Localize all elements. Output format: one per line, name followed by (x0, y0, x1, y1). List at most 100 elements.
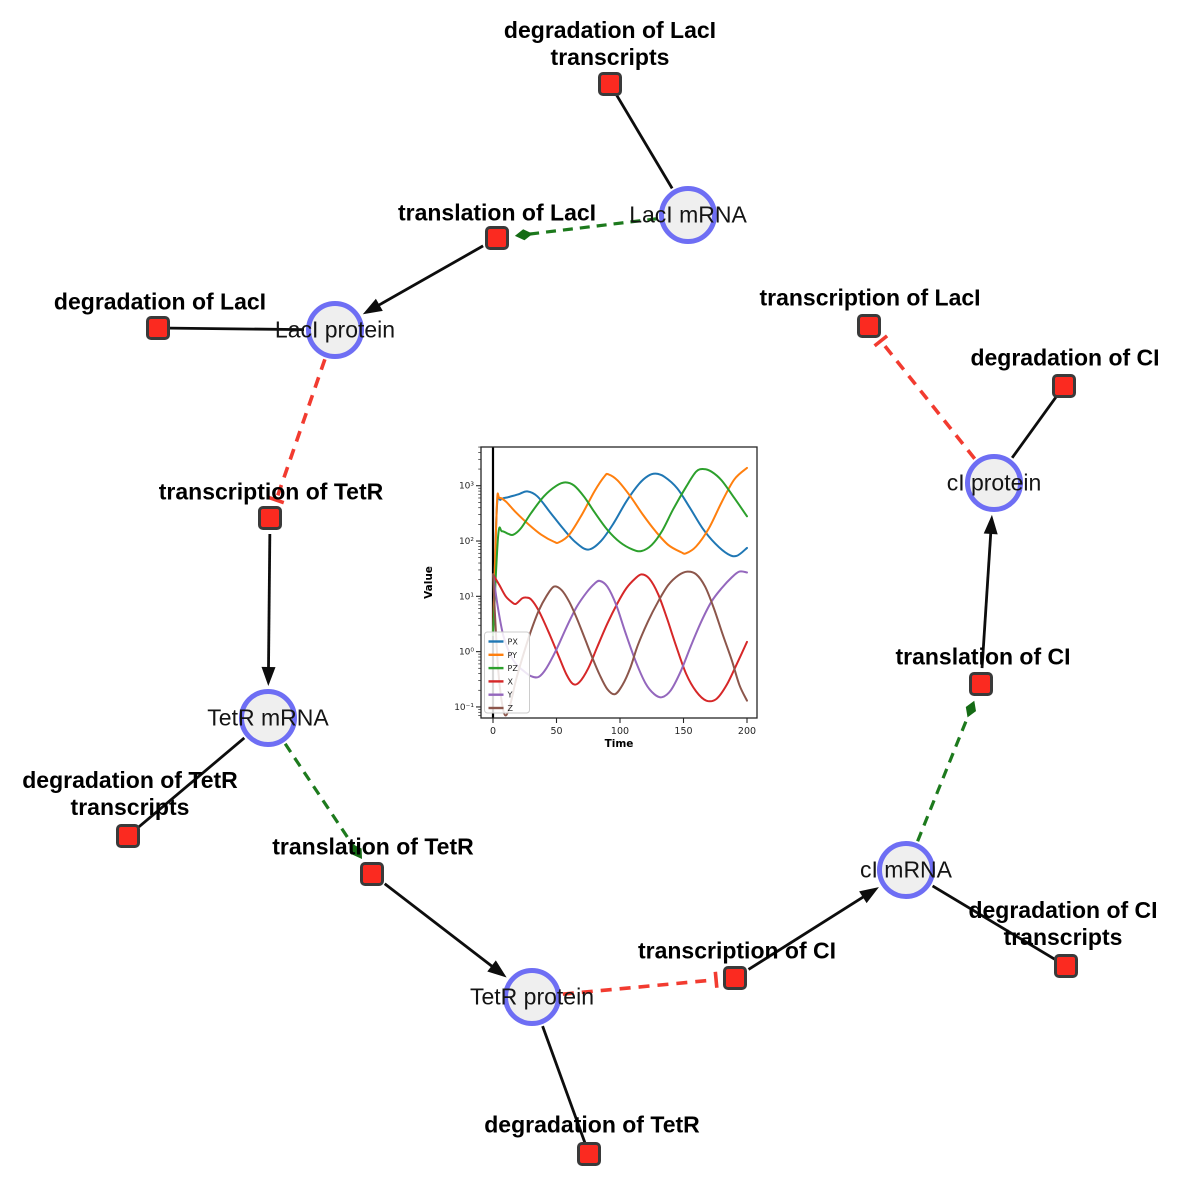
reactant-edge-line (136, 736, 246, 830)
reaction-label-deg-tetr: degradation of TetR (484, 1112, 700, 1139)
species-node-ci-protein (965, 454, 1023, 512)
reaction-node-deg-tetr (577, 1142, 601, 1166)
edge-ci-protein-to-deg-ci (1011, 394, 1059, 459)
edge-tetr-mrna-to-translation-tetr (283, 742, 363, 860)
product-edge-line (747, 893, 868, 971)
reaction-node-deg-laci-transcripts (598, 72, 622, 96)
reaction-label-line: transcripts (70, 794, 190, 820)
edge-tetr-protein-to-deg-tetr (541, 1025, 587, 1144)
reaction-label-transcription-tetr: transcription of TetR (159, 479, 383, 506)
legend-entry-PZ: PZ (508, 664, 519, 673)
inhibition-tee-icon (713, 971, 719, 988)
legend-entry-Y: Y (507, 691, 513, 700)
y-axis-label: Value (423, 566, 435, 599)
reaction-label-line: transcription of TetR (158, 478, 384, 505)
y-tick-label: 10¹ (459, 592, 474, 602)
inhibition-tee-icon (268, 495, 285, 505)
modifier-edge-line (528, 217, 658, 236)
edge-ci-protein-to-transcription-laci (873, 334, 977, 460)
product-edge-line (980, 529, 993, 669)
reaction-label-line: degradation of TetR (484, 1111, 700, 1138)
species-label-ci-mrna: cI mRNA (860, 856, 952, 883)
species-node-ci-mrna (877, 841, 935, 899)
reaction-label-deg-tetr-transcripts: degradation of TetR transcripts (22, 767, 238, 821)
legend-entry-PX: PX (508, 638, 519, 647)
reaction-node-deg-laci (146, 316, 170, 340)
edge-laci-mrna-to-deg-laci-transcripts (614, 93, 674, 190)
reaction-label-line: translation of TetR (272, 833, 474, 860)
modifier-arrowhead-icon (965, 700, 977, 718)
reaction-label-translation-tetr: translation of TetR (272, 834, 473, 861)
reaction-label-line: degradation of LacI (503, 17, 717, 43)
edge-transcription-tetr-to-tetr-mrna (261, 533, 276, 687)
species-label-laci-protein: LacI protein (274, 316, 396, 343)
reaction-node-translation-tetr (360, 862, 384, 886)
reaction-node-deg-ci-transcripts (1054, 954, 1078, 978)
reaction-label-transcription-ci: transcription of CI (638, 938, 836, 965)
inhibition-edge-line (562, 978, 713, 996)
reaction-label-line: degradation of TetR (22, 767, 238, 793)
reaction-label-deg-laci: degradation of LacI (54, 289, 266, 316)
legend-entry-Z: Z (508, 704, 514, 713)
reactant-edge-line (931, 884, 1057, 962)
reaction-label-translation-laci: translation of LacI (398, 200, 596, 227)
reaction-label-line: transcription of CI (637, 937, 837, 964)
arrowhead-icon (859, 887, 879, 904)
edge-tetr-protein-to-transcription-ci (562, 971, 719, 996)
reaction-label-line: translation of LacI (397, 199, 597, 226)
chart-legend: PX PY PZ XYZ (484, 631, 530, 714)
reaction-label-deg-ci-transcripts: degradation of CI transcripts (968, 897, 1157, 951)
modifier-arrowhead-icon (352, 844, 363, 860)
x-tick-label: 150 (674, 726, 692, 737)
reaction-label-line: transcription of LacI (759, 284, 981, 311)
species-node-tetr-mrna (239, 689, 297, 747)
product-edge-line (383, 882, 496, 970)
reactant-edge-line (614, 93, 674, 190)
edge-laci-protein-to-deg-laci (169, 326, 305, 332)
chart-series-X (492, 573, 748, 703)
reaction-label-line: translation of CI (895, 643, 1071, 670)
inhibition-edge-line (881, 342, 977, 460)
legend-box (484, 631, 530, 714)
reactant-edge-line (541, 1025, 587, 1144)
inhibition-edge-line (275, 358, 327, 497)
edge-translation-laci-to-laci-protein (362, 244, 484, 315)
chart-frame (480, 446, 758, 719)
species-node-laci-mrna (659, 186, 717, 244)
reaction-node-deg-tetr-transcripts (116, 824, 140, 848)
x-tick-label: 50 (550, 726, 562, 737)
reaction-node-translation-ci (969, 672, 993, 696)
reactant-edge-line (169, 326, 305, 332)
chart-series-PX (492, 472, 748, 636)
modifier-edge-line (916, 713, 971, 842)
reaction-label-line: degradation of CI (968, 897, 1158, 923)
arrowhead-icon (362, 298, 383, 315)
legend-entry-PY: PY (508, 651, 518, 660)
reaction-label-line: degradation of CI (970, 344, 1160, 371)
product-edge-line (375, 244, 484, 309)
x-tick-label: 200 (738, 726, 756, 737)
reaction-node-transcription-tetr (258, 506, 282, 530)
y-tick-label: 10⁰ (459, 648, 474, 658)
edge-translation-ci-to-ci-protein (980, 514, 998, 669)
inhibition-tee-icon (873, 334, 889, 348)
edge-laci-mrna-to-translation-laci (514, 217, 658, 241)
species-node-tetr-protein (503, 968, 561, 1026)
product-edge-line (267, 533, 272, 672)
reaction-label-line: transcripts (1003, 924, 1123, 950)
edge-ci-mrna-to-translation-ci (916, 700, 977, 842)
x-axis-label: Time (605, 738, 634, 750)
reaction-label-transcription-laci: transcription of LacI (759, 285, 980, 312)
reaction-node-transcription-laci (857, 314, 881, 338)
y-tick-label: 10⁻¹ (454, 703, 474, 713)
chart-series-PY (492, 466, 748, 636)
reaction-label-translation-ci: translation of CI (895, 644, 1070, 671)
reaction-label-deg-ci: degradation of CI (970, 345, 1159, 372)
edge-translation-tetr-to-tetr-protein (383, 882, 507, 978)
legend-entry-X: X (508, 677, 514, 686)
species-node-laci-protein (306, 301, 364, 359)
edge-ci-mrna-to-deg-ci-transcripts (931, 884, 1057, 962)
edge-laci-protein-to-transcription-tetr (268, 358, 327, 505)
